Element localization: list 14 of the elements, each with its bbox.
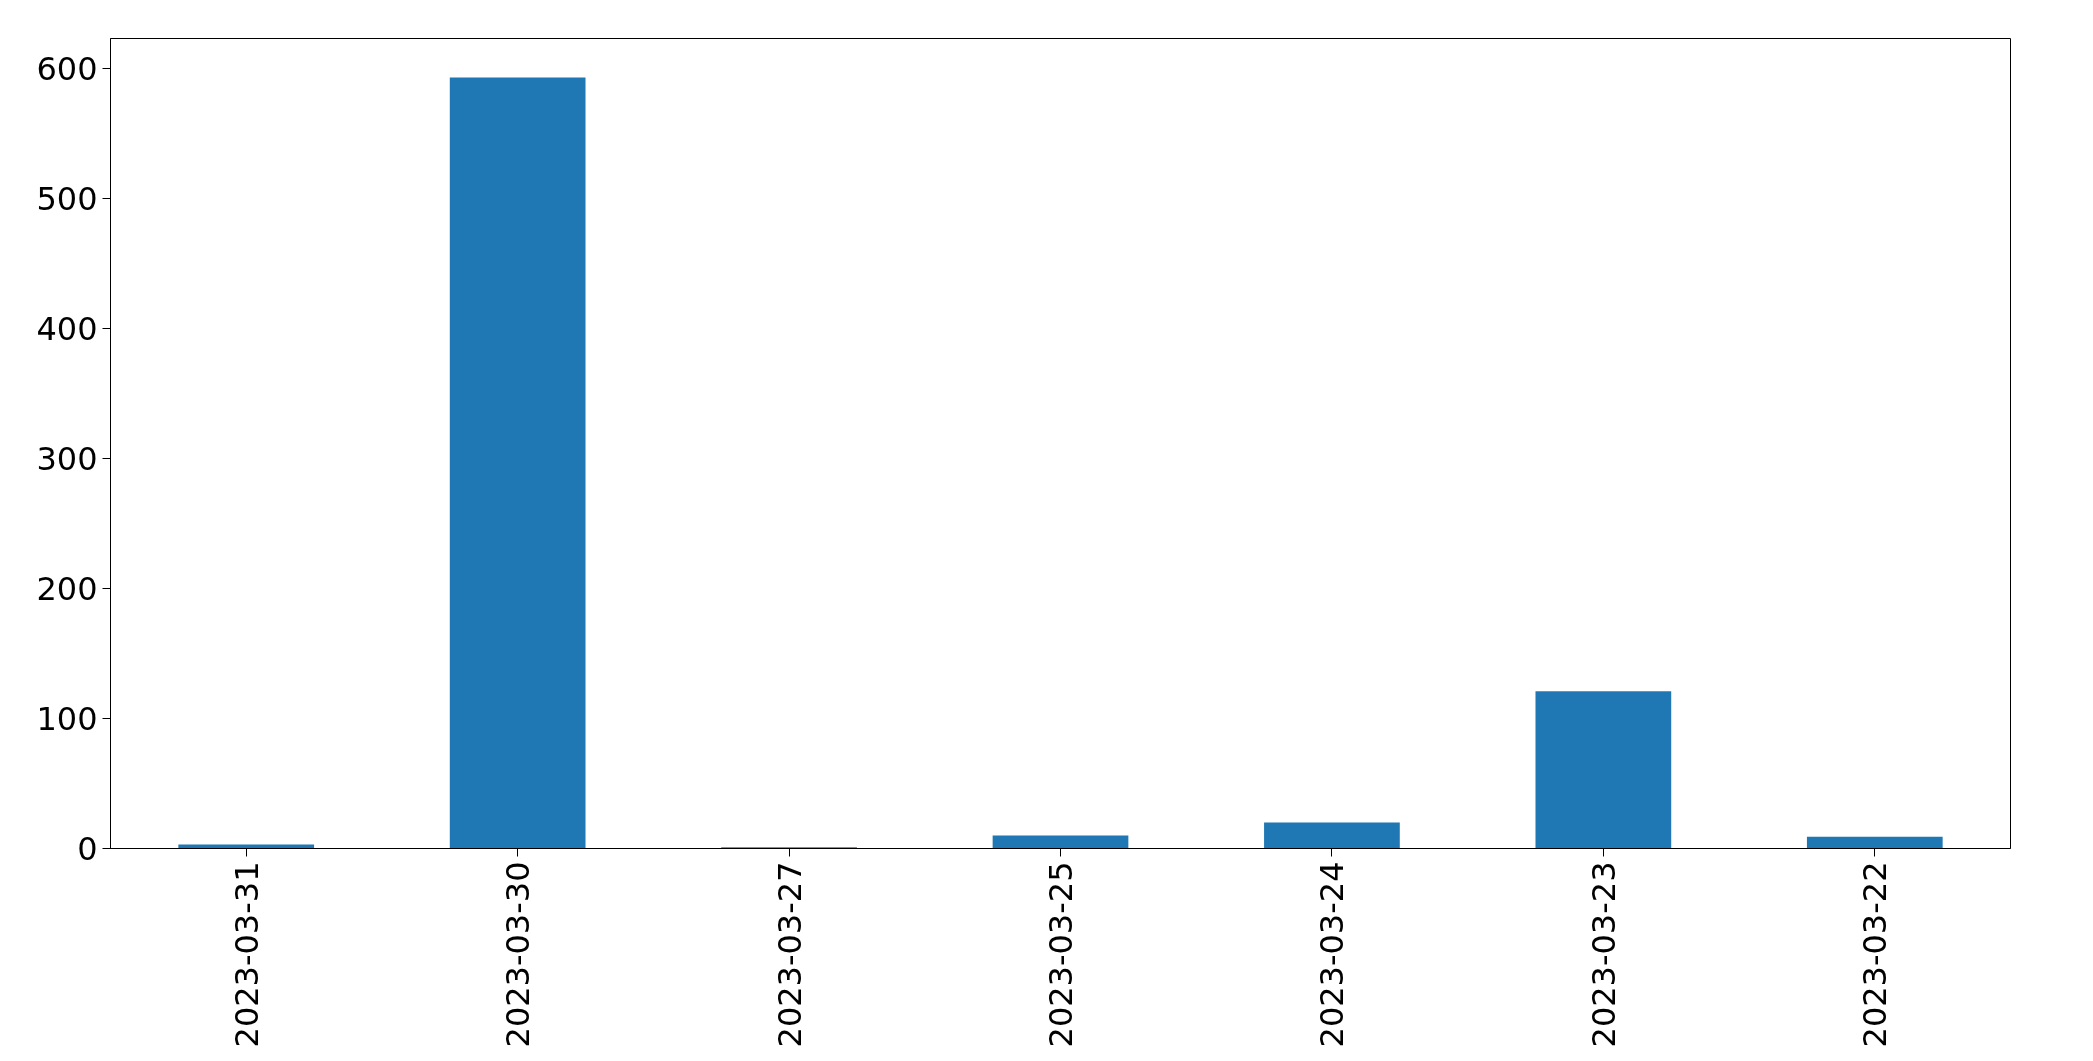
- x-tick-label: 2023-03-31: [227, 861, 266, 1048]
- y-tick-label: 600: [36, 49, 98, 88]
- y-tick-label: 300: [36, 439, 98, 478]
- x-tick-label: 2023-03-30: [499, 861, 538, 1048]
- y-tick-label: 500: [36, 179, 98, 218]
- x-tick-label: 2023-03-27: [770, 861, 809, 1048]
- y-tick-label: 100: [36, 699, 98, 738]
- y-tick-label: 200: [36, 569, 98, 608]
- y-tick-label: 0: [77, 830, 98, 868]
- x-tick-label: 2023-03-25: [1042, 861, 1080, 1048]
- x-tick-label: 2023-03-23: [1584, 861, 1623, 1048]
- x-tick-label: 2023-03-24: [1313, 861, 1352, 1048]
- y-tick-label: 400: [36, 309, 98, 348]
- x-tick-label: 2023-03-22: [1856, 861, 1895, 1048]
